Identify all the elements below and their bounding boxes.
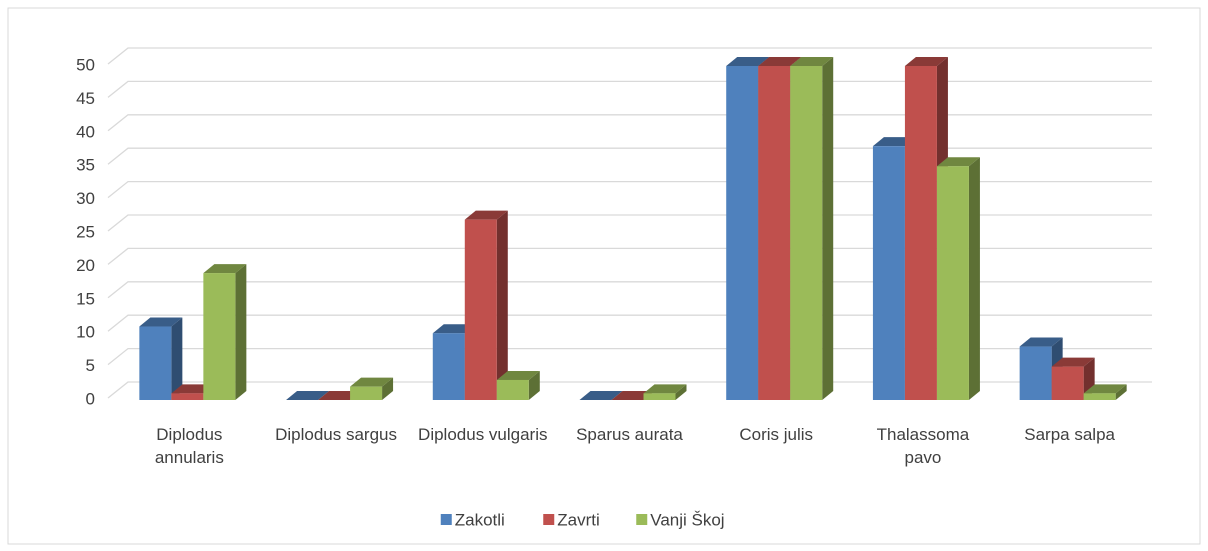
y-tick-label: 25 — [76, 222, 95, 241]
x-tick-label: Diplodus vulgaris — [418, 425, 548, 444]
bar-top — [203, 264, 247, 274]
y-tick-label: 30 — [76, 189, 95, 208]
bar-side — [382, 377, 394, 400]
bar — [139, 326, 172, 400]
bar-top — [496, 370, 540, 380]
bar-side — [822, 57, 834, 400]
bar — [171, 393, 204, 400]
bar — [1019, 346, 1052, 400]
bar-side — [171, 317, 183, 400]
legend-label: Vanji Škoj — [650, 510, 724, 529]
x-tick-label: Thalassoma pavo — [876, 425, 970, 467]
bar — [904, 66, 937, 400]
bar-top — [1051, 357, 1095, 367]
y-tick-label: 0 — [86, 389, 95, 408]
bar-side — [968, 157, 980, 400]
bar-top — [758, 57, 802, 66]
bar-top — [643, 384, 687, 394]
bar-top — [139, 317, 183, 327]
x-tick-label: Diplodus annularis — [154, 425, 224, 467]
bar — [643, 393, 676, 400]
x-tick-label: Sparus aurata — [576, 425, 683, 444]
bar — [464, 219, 497, 400]
bar-top — [350, 377, 394, 387]
bar-side — [235, 264, 247, 400]
legend-swatch — [636, 514, 648, 525]
legend-label: Zavrti — [557, 510, 600, 529]
y-tick-label: 50 — [76, 55, 95, 74]
bar — [1051, 366, 1084, 400]
bar-top — [579, 391, 623, 400]
bar — [936, 166, 969, 400]
bar — [350, 386, 383, 400]
bar-top — [1019, 337, 1063, 347]
grid-line — [107, 47, 1152, 65]
legend-swatch — [543, 514, 555, 525]
y-tick-label: 5 — [86, 356, 95, 375]
bar-side — [496, 210, 508, 400]
bar-top — [1083, 384, 1127, 394]
y-tick-label: 45 — [76, 89, 95, 108]
legend-swatch — [440, 514, 452, 525]
y-tick-label: 35 — [76, 156, 95, 175]
x-tick-label: Sarpa salpa — [1024, 425, 1115, 444]
y-tick-label: 40 — [76, 122, 95, 141]
y-tick-label: 20 — [76, 256, 95, 275]
bar-top — [286, 391, 330, 400]
bar — [1083, 393, 1116, 400]
legend-label: Zakotli — [455, 510, 505, 529]
bar-top — [464, 210, 508, 220]
bar — [203, 273, 236, 400]
y-tick-label: 15 — [76, 289, 95, 308]
bar — [432, 333, 465, 400]
bar — [726, 66, 759, 400]
bar-side — [675, 384, 687, 400]
bar-side — [1115, 384, 1127, 400]
bar-top — [726, 57, 770, 66]
x-tick-label: Coris julis — [739, 425, 814, 444]
bar-top — [936, 157, 980, 167]
bar-side — [528, 370, 540, 400]
bar — [790, 66, 823, 400]
bar-top — [904, 57, 948, 66]
bar — [758, 66, 791, 400]
bar-top — [790, 57, 834, 66]
y-tick-label: 10 — [76, 323, 95, 342]
bar — [496, 379, 529, 400]
x-tick-label: Diplodus sargus — [275, 425, 398, 444]
bar — [872, 146, 905, 400]
